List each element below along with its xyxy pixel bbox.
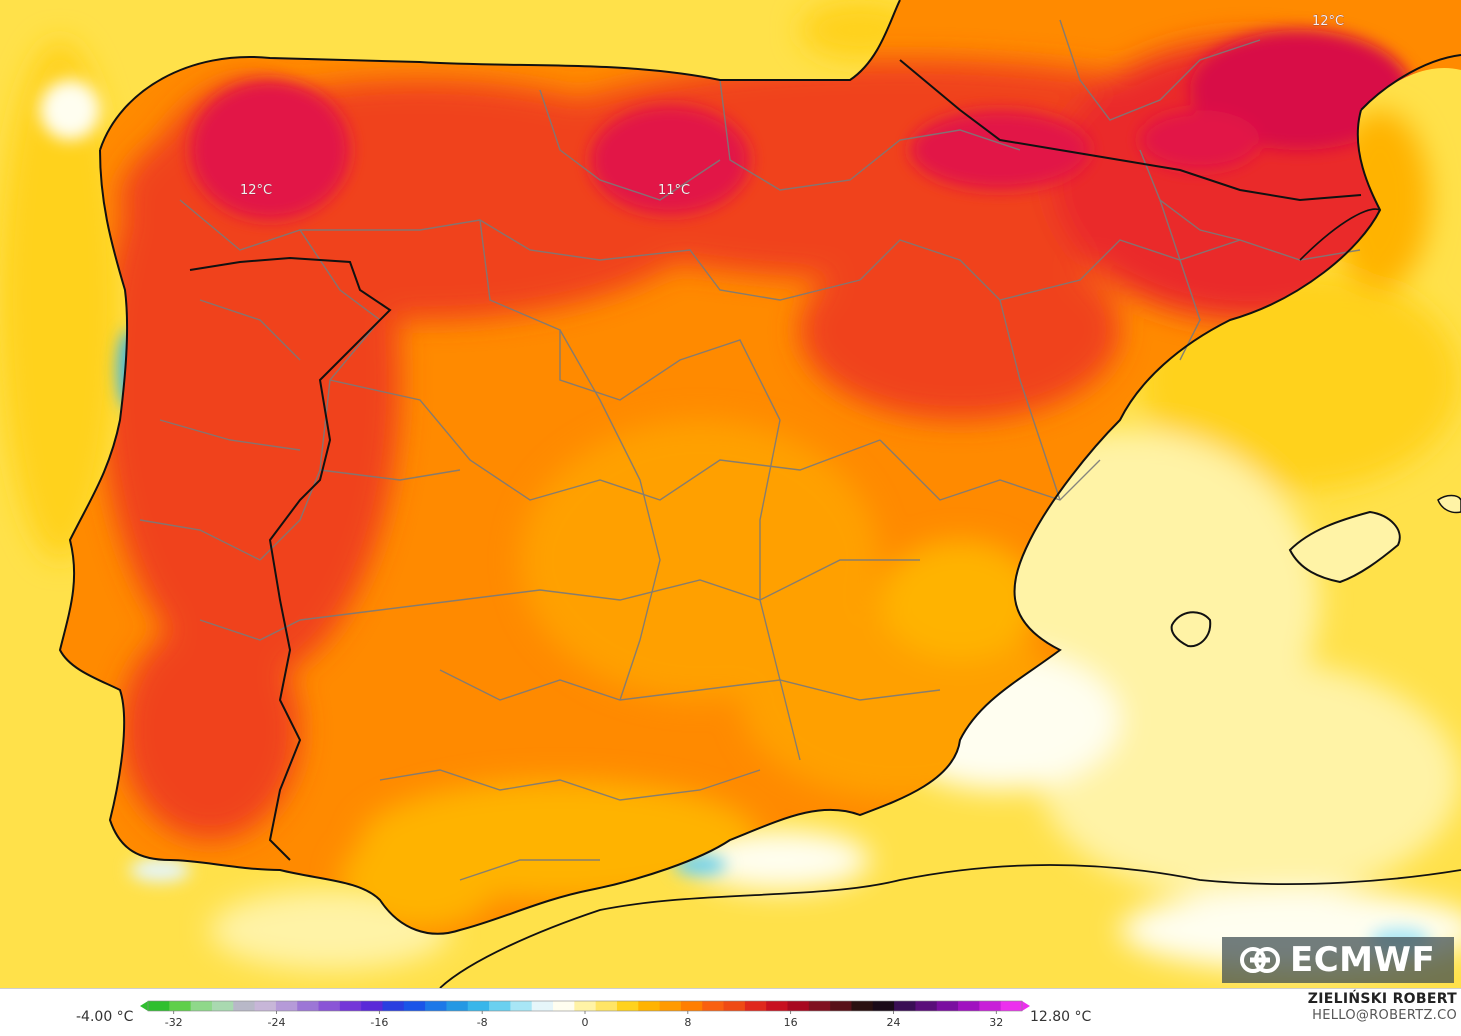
colorbar-swatch: [531, 1001, 554, 1011]
legend-bar: -4.00 °C -32 -24 -16 -8 0 8 16 24 32 12.80 °C ZI…: [0, 988, 1461, 1036]
colorbar-swatch: [979, 1001, 1002, 1011]
colorbar-tick-label: -16: [370, 1016, 388, 1029]
colorbar-max-arrow: [1022, 1001, 1030, 1011]
ecmwf-logo-icon: [1240, 947, 1280, 973]
colorbar-swatch: [275, 1001, 298, 1011]
colorbar-swatch: [830, 1001, 853, 1011]
colorbar: -32 -24 -16 -8 0 8 16 24 32: [140, 1000, 1030, 1029]
colorbar-swatch: [766, 1001, 789, 1011]
colorbar-swatch: [787, 1001, 810, 1011]
colorbar-swatch: [574, 1001, 597, 1011]
colorbar-swatch: [595, 1001, 618, 1011]
colorbar-swatch: [425, 1001, 448, 1011]
colorbar-swatch: [211, 1001, 234, 1011]
author-name: ZIELIŃSKI ROBERT: [1307, 991, 1457, 1007]
colorbar-swatch: [553, 1001, 575, 1011]
colorbar-swatch: [190, 1001, 213, 1011]
colorbar-swatch: [702, 1001, 725, 1011]
colorbar-swatch: [872, 1001, 895, 1011]
colorbar-swatch: [148, 1001, 170, 1011]
colorbar-tick-label: 8: [684, 1016, 691, 1029]
colorbar-swatch: [638, 1001, 661, 1011]
colorbar-tick-label: -32: [165, 1016, 183, 1029]
legend-min-label: -4.00 °C: [76, 1009, 134, 1025]
colorbar-tick-label: 16: [784, 1016, 798, 1029]
colorbar-swatch: [936, 1001, 959, 1011]
temperature-map: 12°C 11°C 12°C: [0, 0, 1461, 988]
colorbar-swatch: [382, 1001, 405, 1011]
colorbar-swatch: [958, 1001, 980, 1011]
colorbar-swatch: [851, 1001, 874, 1011]
colorbar-swatch: [723, 1001, 746, 1011]
author-credit: ZIELIŃSKI ROBERT HELLO@ROBERTZ.CO: [1308, 991, 1457, 1023]
national-borders: [189, 59, 1362, 861]
colorbar-swatch: [489, 1001, 511, 1011]
colorbar-tick-label: 32: [989, 1016, 1003, 1029]
colorbar-swatch: [467, 1001, 490, 1011]
coastline: [58, 0, 1461, 988]
colorbar-swatch: [659, 1001, 682, 1011]
colorbar-tick-label: 24: [886, 1016, 900, 1029]
colorbar-swatch: [744, 1001, 767, 1011]
colorbar-swatch: [1000, 1001, 1023, 1011]
colorbar-swatch: [318, 1001, 341, 1011]
ecmwf-logo-text: ECMWF: [1290, 940, 1436, 980]
colorbar-min-arrow: [140, 1001, 148, 1011]
temp-label-pyrenees: 12°C: [1312, 14, 1344, 29]
colorbar-swatch: [915, 1001, 938, 1011]
colorbar-tick-label: 0: [582, 1016, 589, 1029]
temp-label-castilla-north: 11°C: [658, 183, 690, 198]
colorbar-swatch: [680, 1001, 703, 1011]
temp-label-galicia: 12°C: [240, 183, 272, 198]
colorbar-swatch: [446, 1001, 469, 1011]
colorbar-tick-label: -24: [268, 1016, 286, 1029]
colorbar-swatch: [339, 1001, 362, 1011]
colorbar-swatch: [808, 1001, 831, 1011]
legend-max-label: 12.80 °C: [1030, 1009, 1092, 1025]
colorbar-swatch: [510, 1001, 533, 1011]
province-borders: [139, 19, 1361, 881]
colorbar-swatch: [361, 1001, 384, 1011]
ecmwf-logo: ECMWF: [1222, 937, 1454, 983]
author-email: HELLO@ROBERTZ.CO: [1312, 1008, 1457, 1023]
colorbar-swatch: [254, 1001, 277, 1011]
colorbar-swatch: [169, 1001, 192, 1011]
colorbar-swatch: [297, 1001, 320, 1011]
colorbar-swatch: [616, 1001, 639, 1011]
colorbar-swatch: [403, 1001, 426, 1011]
colorbar-swatch: [233, 1001, 256, 1011]
balearic-islands: [1170, 494, 1461, 648]
colorbar-swatch: [894, 1001, 917, 1011]
colorbar-tick-label: -8: [477, 1016, 488, 1029]
